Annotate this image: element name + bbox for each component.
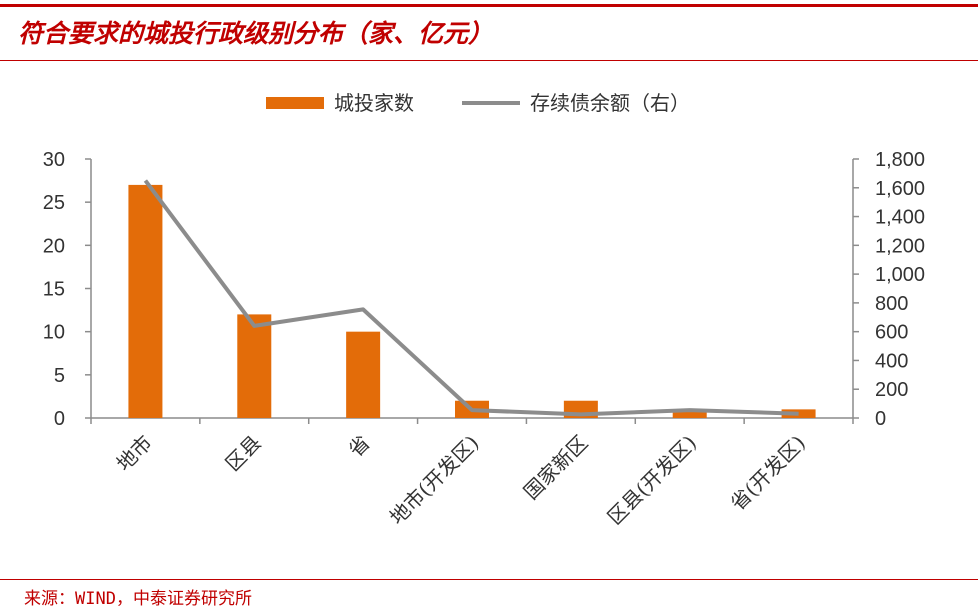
- chart-title: 符合要求的城投行政级别分布（家、亿元）: [18, 19, 494, 48]
- legend-bar-label: 城投家数: [334, 91, 414, 115]
- bar-series: [128, 184, 816, 418]
- category-label: 地市: [112, 431, 157, 476]
- right-tick-label: 600: [875, 322, 908, 344]
- category-label: 地市(开发区): [385, 431, 484, 530]
- right-tick-label: 1,200: [875, 235, 925, 257]
- category-label: 区县(开发区): [603, 431, 702, 530]
- right-tick-label: 400: [875, 350, 908, 372]
- category-labels: 地市 区县 省地市(开发区) 国家新区 区县(开发区) 省(开发区): [112, 431, 810, 530]
- source-note: 来源：WIND，中泰证券研究所: [24, 589, 252, 609]
- line-series: [143, 179, 799, 417]
- tick-labels: 0 5 10 15 20 25 30 0 200 400 600 800 1,000 1,200 1,400…: [43, 149, 925, 430]
- left-tick-label: 10: [43, 322, 65, 344]
- left-tick-label: 5: [54, 365, 65, 387]
- category-label: 国家新区: [519, 431, 593, 505]
- title-divider: [0, 60, 978, 61]
- legend-bar-swatch: [266, 97, 324, 109]
- bar: [128, 184, 163, 418]
- bar: [237, 314, 272, 418]
- right-tick-label: 1,600: [875, 178, 925, 200]
- right-tick-label: 1,400: [875, 207, 925, 229]
- left-tick-label: 20: [43, 235, 65, 257]
- left-tick-label: 0: [54, 408, 65, 430]
- right-tick-label: 1,800: [875, 149, 925, 171]
- footer-divider: [0, 579, 978, 580]
- axes: [85, 158, 859, 424]
- top-rule: [0, 4, 978, 7]
- left-tick-label: 15: [43, 279, 65, 301]
- category-label: 区县: [221, 431, 266, 476]
- right-tick-label: 800: [875, 293, 908, 315]
- right-tick-label: 0: [875, 408, 886, 430]
- legend: 城投家数 存续债余额（右）: [266, 91, 690, 115]
- right-tick-label: 200: [875, 379, 908, 401]
- left-tick-label: 25: [43, 192, 65, 214]
- bar: [346, 331, 381, 418]
- left-tick-label: 30: [43, 149, 65, 171]
- right-tick-label: 1,000: [875, 264, 925, 286]
- legend-line-label: 存续债余额（右）: [530, 91, 690, 115]
- bar: [672, 409, 707, 418]
- category-label: 省(开发区): [726, 431, 811, 516]
- category-label: 省: [344, 431, 375, 462]
